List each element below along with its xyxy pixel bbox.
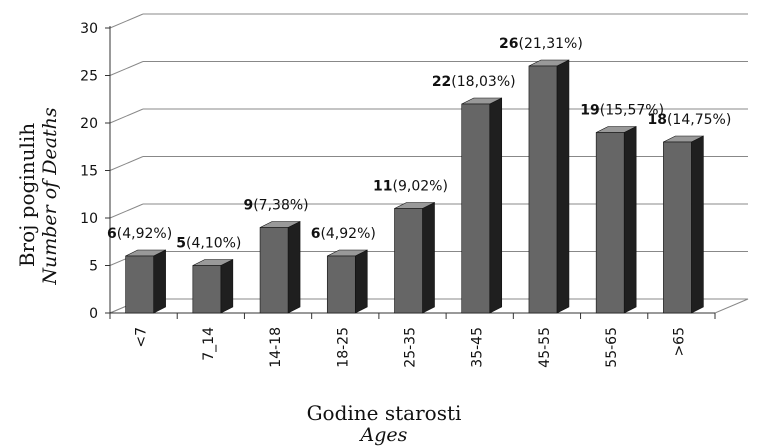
bar	[528, 59, 570, 314]
x-axis-title-en: Ages	[359, 424, 408, 446]
y-tick-label: 25	[80, 69, 98, 85]
bar	[192, 259, 234, 314]
y-axis-title: Broj poginulih	[15, 123, 39, 267]
data-label: 9(7,38%)	[243, 198, 308, 214]
bar	[125, 249, 166, 314]
x-tick-label: >65	[671, 327, 687, 357]
x-tick-label: 7_14	[201, 327, 217, 361]
y-tick-label: 5	[89, 259, 98, 275]
y-tick-labels: 0 5 10 15 20 25 30	[80, 21, 98, 322]
data-label: 18(14,75%)	[647, 112, 731, 128]
y-tick-label: 15	[80, 164, 98, 180]
grid-lines	[109, 13, 748, 314]
x-tick-label: 55-65	[604, 327, 620, 368]
x-tick-label: 35-45	[470, 327, 486, 368]
data-label: 6(4,92%)	[107, 226, 172, 242]
bars	[125, 59, 704, 314]
bar	[461, 97, 503, 314]
bar	[326, 249, 368, 314]
x-tick-label: 25-35	[403, 327, 419, 368]
data-label: 22(18,03%)	[432, 74, 516, 90]
data-label: 11(9,02%)	[373, 179, 448, 195]
x-tick-label: <7	[134, 327, 150, 348]
data-label: 5(4,10%)	[176, 236, 241, 252]
data-labels: 6(4,92%)5(4,10%)9(7,38%)6(4,92%)11(9,02%…	[107, 36, 731, 252]
x-tick-label: 45-55	[537, 327, 553, 368]
gridline	[109, 156, 748, 171]
y-axis-title-en: Number of Deaths	[39, 107, 61, 286]
bar	[595, 126, 637, 314]
y-tick-label: 0	[89, 306, 98, 322]
gridline	[109, 108, 748, 124]
gridline	[109, 61, 748, 76]
data-label: 6(4,92%)	[311, 226, 376, 242]
bar	[259, 221, 301, 314]
y-tick-label: 10	[80, 211, 98, 227]
data-label: 19(15,57%)	[580, 103, 664, 119]
y-tick-label: 20	[80, 116, 98, 132]
bar	[394, 202, 435, 314]
gridline	[109, 13, 748, 29]
bar	[663, 135, 704, 314]
x-tick-labels: <7 7_14 14-18 18-25 25-35 35-45 45-55 55-65 >65	[134, 327, 688, 368]
x-tick-label: 14-18	[268, 327, 284, 368]
y-tick-label: 30	[80, 21, 98, 37]
data-label: 26(21,31%)	[499, 36, 583, 52]
x-axis-title: Godine starosti	[307, 401, 462, 425]
x-tick-label: 18-25	[335, 327, 351, 368]
gridline	[109, 203, 748, 219]
